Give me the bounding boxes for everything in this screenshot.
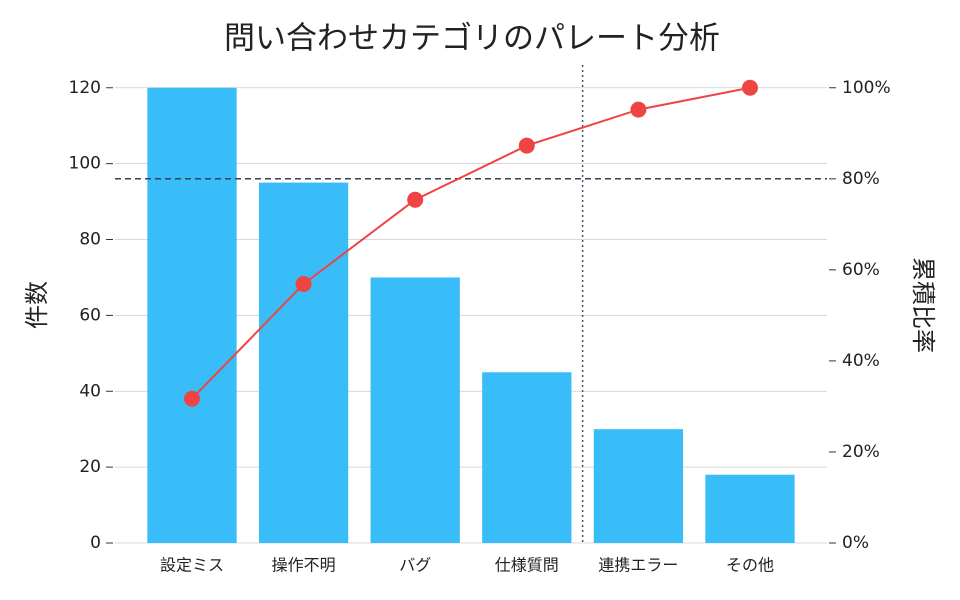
y2-tick-label: 80% [842,169,880,189]
bar [705,474,795,543]
x-tick-label: バグ [399,556,431,575]
x-tick-label: 設定ミス [160,556,224,575]
y2-tick-label: 0% [842,533,869,553]
y-axis-label: 件数 [23,281,51,329]
bar [147,87,237,543]
y2-tick-label: 60% [842,260,880,280]
cumulative-point [518,137,535,154]
x-tick-label: 連携エラー [598,556,678,575]
cumulative-point [407,191,424,208]
y-tick-label: 80 [79,230,101,250]
y-tick-label: 20 [79,457,101,477]
y-tick-label: 120 [69,78,101,98]
cumulative-line [191,86,751,400]
bar [482,372,572,543]
bar [258,182,349,543]
y-tick-label: 100 [69,154,101,174]
y2-axis-label: 累積比率 [909,257,937,353]
y2-tick-label: 20% [842,442,880,462]
bar [593,429,684,543]
bar [370,277,460,543]
chart-title: 問い合わせカテゴリのパレート分析 [224,21,720,57]
y-tick-label: 0 [90,533,101,553]
cumulative-point [184,390,200,407]
cumulative-point [295,275,312,292]
y2-tick-label: 100% [842,78,891,98]
cumulative-point [742,79,758,96]
y-tick-label: 40 [79,381,101,401]
x-tick-label: その他 [726,556,774,575]
cumulative-point [630,101,647,118]
y2-tick-label: 40% [842,351,880,371]
x-tick-label: 仕様質問 [495,556,559,575]
x-tick-label: 操作不明 [272,556,336,575]
y-tick-label: 60 [79,305,101,325]
